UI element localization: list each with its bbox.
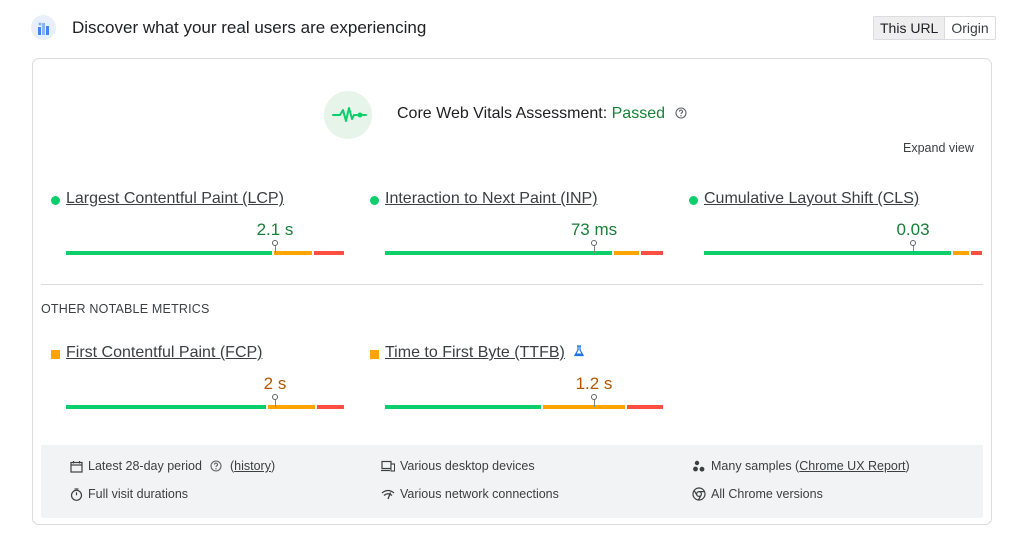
distribution-bar — [385, 394, 665, 409]
assessment-badge — [324, 91, 372, 139]
data-info-panel: Latest 28-day period (history) Full visi… — [41, 445, 983, 518]
this-url-button[interactable]: This URL — [874, 17, 946, 39]
samples-prefix: Many samples ( — [711, 459, 800, 473]
versions-text: All Chrome versions — [711, 487, 823, 501]
metric-cls: Cumulative Layout Shift (CLS) 0.03 — [679, 189, 982, 259]
crux-logo-icon — [31, 15, 56, 40]
metric-name[interactable]: Interaction to Next Paint (INP) — [385, 190, 598, 207]
history-paren-open: ( — [229, 459, 235, 473]
needs-improvement-segment — [614, 251, 639, 255]
metric-name[interactable]: Largest Contentful Paint (LCP) — [66, 190, 284, 207]
timer-icon — [70, 487, 83, 501]
metric-inp: Interaction to Next Paint (INP) 73 ms — [360, 189, 663, 259]
metric-name-wrapper: Time to First Byte (TTFB) — [385, 344, 585, 362]
assessment-label: Core Web Vitals Assessment: — [397, 105, 608, 122]
crux-report-link[interactable]: Chrome UX Report — [799, 459, 906, 473]
metric-ttfb: Time to First Byte (TTFB) 1.2 s — [360, 343, 663, 413]
versions-info: All Chrome versions — [692, 487, 823, 501]
metric-value: 0.03 — [896, 220, 930, 239]
period-text: Latest 28-day period — [88, 459, 202, 473]
metric-name[interactable]: First Contentful Paint (FCP) — [66, 344, 263, 361]
durations-text: Full visit durations — [88, 487, 189, 501]
p75-marker-icon — [591, 240, 597, 246]
people-icon — [693, 460, 705, 472]
p75-marker-icon — [272, 240, 278, 246]
metric-value: 1.2 s — [575, 374, 613, 393]
good-segment — [66, 405, 266, 409]
durations-info: Full visit durations — [70, 487, 188, 501]
pulse-icon — [332, 107, 367, 122]
metric-value: 73 ms — [570, 220, 618, 239]
expand-view-link[interactable]: Expand view — [903, 141, 974, 155]
metric-fcp: First Contentful Paint (FCP) 2 s — [41, 343, 344, 413]
devices-info: Various desktop devices — [381, 459, 535, 473]
needs-improvement-segment — [543, 405, 625, 409]
header: Discover what your real users are experi… — [0, 0, 1026, 58]
metric-value: 2 s — [263, 374, 287, 393]
distribution-bar — [66, 394, 346, 409]
origin-button[interactable]: Origin — [945, 17, 995, 39]
devices-icon — [381, 460, 395, 472]
wifi-icon — [381, 489, 395, 499]
good-indicator-icon — [370, 196, 379, 205]
other-metrics-heading: OTHER NOTABLE METRICS — [41, 302, 210, 316]
good-segment — [385, 251, 612, 255]
p75-marker-line — [275, 399, 276, 407]
help-circle-icon[interactable] — [675, 107, 688, 119]
poor-segment — [627, 405, 663, 409]
url-origin-toggle: This URL Origin — [873, 16, 996, 40]
good-segment — [66, 251, 272, 255]
p75-marker-icon — [910, 240, 916, 246]
history-paren-close: ) — [270, 459, 276, 473]
good-indicator-icon — [689, 196, 698, 205]
flask-icon[interactable] — [573, 345, 585, 357]
needs-improvement-indicator-icon — [51, 350, 60, 359]
metric-name[interactable]: Time to First Byte (TTFB) — [385, 344, 565, 361]
poor-segment — [641, 251, 663, 255]
page-title: Discover what your real users are experi… — [72, 18, 427, 37]
samples-info: Many samples (Chrome UX Report) — [692, 459, 910, 473]
p75-marker-icon — [591, 394, 597, 400]
period-info: Latest 28-day period (history) — [70, 459, 275, 473]
p75-marker-line — [275, 245, 276, 253]
assessment-status: Passed — [611, 105, 665, 122]
devices-text: Various desktop devices — [400, 459, 535, 473]
p75-marker-icon — [272, 394, 278, 400]
needs-improvement-segment — [268, 405, 315, 409]
good-indicator-icon — [51, 196, 60, 205]
p75-marker-line — [913, 245, 914, 253]
poor-segment — [971, 251, 982, 255]
poor-segment — [314, 251, 344, 255]
field-data-card: Core Web Vitals Assessment: Passed Expan… — [32, 58, 992, 525]
needs-improvement-indicator-icon — [370, 350, 379, 359]
metric-lcp: Largest Contentful Paint (LCP) 2.1 s — [41, 189, 344, 259]
samples-suffix: ) — [905, 459, 910, 473]
needs-improvement-segment — [953, 251, 969, 255]
good-segment — [704, 251, 951, 255]
good-segment — [385, 405, 541, 409]
network-info: Various network connections — [381, 487, 559, 501]
metric-name[interactable]: Cumulative Layout Shift (CLS) — [704, 190, 920, 207]
assessment-text: Core Web Vitals Assessment: Passed — [397, 105, 688, 123]
history-link[interactable]: history — [234, 459, 271, 473]
metric-value: 2.1 s — [256, 220, 294, 239]
poor-segment — [317, 405, 344, 409]
needs-improvement-segment — [274, 251, 312, 255]
distribution-bar — [385, 240, 665, 255]
chrome-icon — [692, 487, 706, 501]
p75-marker-line — [594, 399, 595, 407]
distribution-bar — [66, 240, 346, 255]
distribution-bar — [704, 240, 984, 255]
p75-marker-line — [594, 245, 595, 253]
help-circle-icon[interactable] — [210, 460, 222, 472]
section-divider — [41, 284, 983, 285]
network-text: Various network connections — [400, 487, 559, 501]
calendar-icon — [70, 460, 83, 473]
